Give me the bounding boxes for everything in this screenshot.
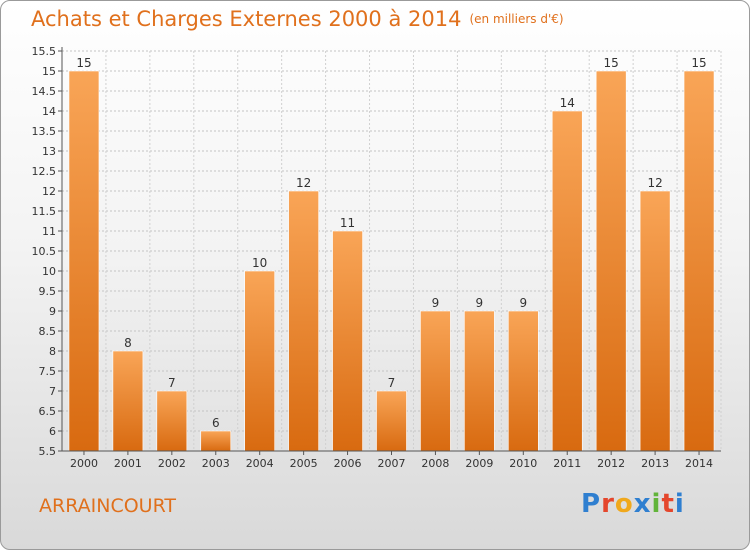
bar-2007 bbox=[376, 390, 407, 452]
bar-2006 bbox=[332, 230, 363, 452]
bar-2012 bbox=[595, 70, 627, 452]
chart-title-text: Achats et Charges Externes 2000 à 2014 bbox=[31, 7, 462, 31]
y-tick-label: 9 bbox=[49, 305, 56, 318]
data-label: 15 bbox=[691, 56, 706, 70]
data-label: 11 bbox=[340, 216, 355, 230]
x-tick-label: 2006 bbox=[334, 457, 362, 470]
bar-2005 bbox=[288, 190, 319, 452]
x-tick-label: 2012 bbox=[597, 457, 625, 470]
bar-2013 bbox=[639, 190, 671, 452]
bar-2014 bbox=[683, 70, 715, 452]
data-label: 12 bbox=[647, 176, 662, 190]
y-tick-label: 11 bbox=[42, 225, 56, 238]
y-tick-label: 14.5 bbox=[32, 85, 57, 98]
x-tick-label: 2009 bbox=[465, 457, 493, 470]
data-label: 15 bbox=[76, 56, 91, 70]
x-tick-label: 2002 bbox=[158, 457, 186, 470]
data-label: 9 bbox=[432, 296, 440, 310]
y-tick-label: 15.5 bbox=[32, 45, 57, 58]
y-tick-label: 8 bbox=[49, 345, 56, 358]
data-label: 15 bbox=[604, 56, 619, 70]
logo-letter: t bbox=[661, 489, 675, 519]
bar-2010 bbox=[507, 310, 539, 452]
bar-2001 bbox=[112, 350, 144, 452]
commune-name: ARRAINCOURT bbox=[39, 495, 176, 517]
proxiti-logo: Proxiti bbox=[581, 489, 685, 519]
y-tick-label: 7 bbox=[49, 385, 56, 398]
bar-2003 bbox=[200, 430, 232, 452]
data-label: 6 bbox=[212, 416, 220, 430]
chart-title: Achats et Charges Externes 2000 à 2014 (e… bbox=[31, 7, 564, 31]
y-tick-label: 7.5 bbox=[39, 365, 57, 378]
x-tick-label: 2004 bbox=[246, 457, 274, 470]
logo-letter: i bbox=[651, 489, 662, 519]
y-tick-label: 5.5 bbox=[39, 445, 57, 458]
y-tick-label: 12 bbox=[42, 185, 56, 198]
y-tick-label: 8.5 bbox=[39, 325, 57, 338]
x-tick-label: 2014 bbox=[685, 457, 713, 470]
bar-2011 bbox=[551, 110, 583, 452]
y-tick-label: 6.5 bbox=[39, 405, 57, 418]
y-tick-label: 9.5 bbox=[39, 285, 57, 298]
data-label: 10 bbox=[252, 256, 267, 270]
bar-2008 bbox=[420, 310, 451, 452]
y-tick-label: 10.5 bbox=[32, 245, 57, 258]
data-label: 7 bbox=[388, 376, 396, 390]
axes: 5.5 6 6.5 7 7.5 8 8.5 9 9.5 10 10.5 11 11.5 12 12.5 13 1… bbox=[32, 45, 721, 470]
bar-2004 bbox=[244, 270, 275, 452]
x-tick-label: 2013 bbox=[641, 457, 669, 470]
y-tick-label: 12.5 bbox=[32, 165, 57, 178]
logo-letter: i bbox=[674, 489, 685, 519]
x-tick-label: 2000 bbox=[70, 457, 98, 470]
y-tick-label: 10 bbox=[42, 265, 56, 278]
x-tick-label: 2010 bbox=[509, 457, 537, 470]
bar-2000 bbox=[68, 70, 100, 452]
logo-letter: r bbox=[601, 489, 615, 519]
y-tick-label: 11.5 bbox=[32, 205, 57, 218]
y-tick-label: 15 bbox=[42, 65, 56, 78]
logo-letter: P bbox=[581, 489, 602, 519]
data-label: 9 bbox=[519, 296, 527, 310]
data-label: 12 bbox=[296, 176, 311, 190]
data-label: 7 bbox=[168, 376, 176, 390]
x-tick-label: 2001 bbox=[114, 457, 142, 470]
x-tick-label: 2008 bbox=[421, 457, 449, 470]
logo-letter: x bbox=[633, 489, 652, 519]
y-tick-label: 13 bbox=[42, 145, 56, 158]
y-tick-label: 6 bbox=[49, 425, 56, 438]
bar-2009 bbox=[464, 310, 495, 452]
logo-letter: o bbox=[614, 489, 634, 519]
y-tick-label: 13.5 bbox=[32, 125, 57, 138]
data-label: 9 bbox=[476, 296, 484, 310]
x-tick-label: 2007 bbox=[378, 457, 406, 470]
bar-2002 bbox=[156, 390, 188, 452]
x-tick-label: 2005 bbox=[290, 457, 318, 470]
x-tick-label: 2011 bbox=[553, 457, 581, 470]
x-tick-label: 2003 bbox=[202, 457, 230, 470]
y-tick-label: 14 bbox=[42, 105, 56, 118]
bars: 15 8 7 6 10 12 11 7 9 9 9 14 15 12 15 bbox=[68, 56, 715, 452]
data-label: 14 bbox=[560, 96, 575, 110]
chart-subtitle: (en milliers d'€) bbox=[469, 12, 564, 26]
data-label: 8 bbox=[124, 336, 132, 350]
